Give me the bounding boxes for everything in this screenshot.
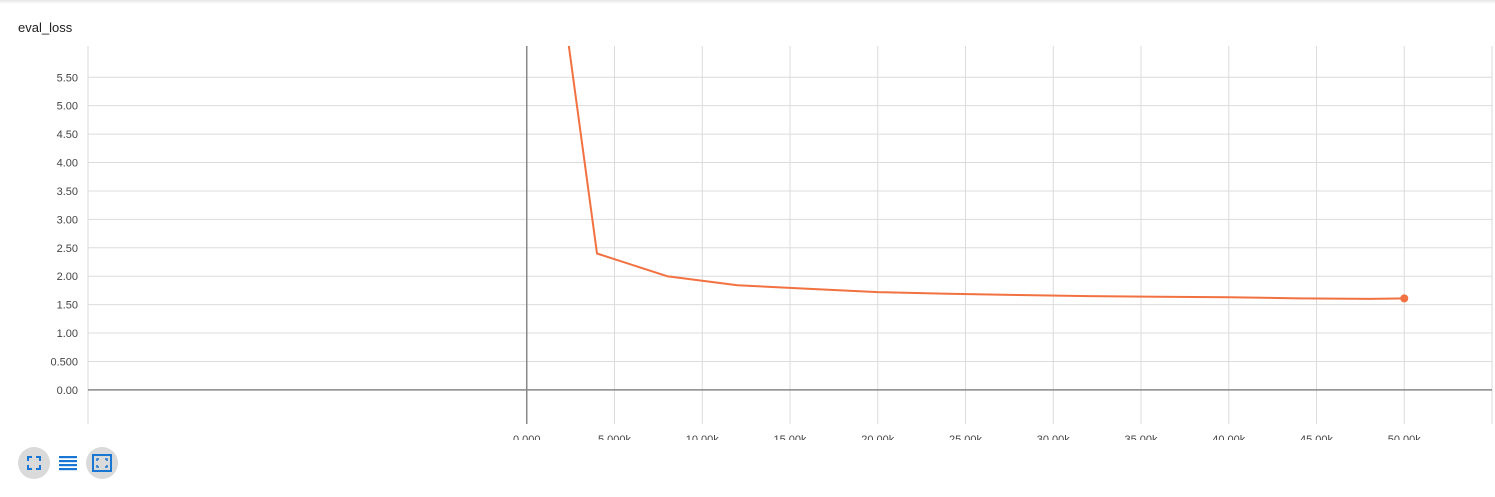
y-tick-label: 0.00 — [57, 385, 78, 397]
chart-toolbar — [18, 447, 118, 479]
tick-labels: 0.00 0.500 1.00 1.50 2.00 2.50 3.00 3.50 4.00 4.5… — [50, 72, 1421, 440]
card-top-edge — [0, 0, 1495, 4]
x-tick-label: 20.00k — [861, 434, 895, 440]
x-tick-label: 45.00k — [1300, 434, 1334, 440]
axes — [88, 46, 1492, 424]
x-tick-label: 0.000 — [513, 434, 541, 440]
x-tick-label: 30.00k — [1037, 434, 1071, 440]
x-tick-label: 5.000k — [598, 434, 632, 440]
fit-frame-icon — [92, 454, 112, 472]
y-tick-label: 5.00 — [57, 101, 78, 113]
series-line-eval_loss — [567, 46, 1405, 300]
y-tick-label: 0.500 — [50, 356, 78, 368]
x-tick-label: 35.00k — [1124, 434, 1158, 440]
series-layer — [567, 46, 1405, 300]
y-tick-label: 1.50 — [57, 300, 78, 312]
fit-to-data-button[interactable] — [86, 447, 118, 479]
y-tick-label: 4.50 — [57, 129, 78, 141]
y-tick-label: 3.50 — [57, 186, 78, 198]
last-point-marker[interactable] — [1400, 294, 1409, 303]
x-tick-label: 50.00k — [1388, 434, 1422, 440]
eval-loss-chart[interactable]: 0.00 0.500 1.00 1.50 2.00 2.50 3.00 3.50 4.00 4.5… — [0, 0, 1495, 440]
x-tick-label: 15.00k — [773, 434, 807, 440]
y-tick-label: 4.00 — [57, 158, 78, 170]
y-tick-label: 5.50 — [57, 72, 78, 84]
y-tick-label: 3.00 — [57, 214, 78, 226]
y-tick-label: 2.00 — [57, 271, 78, 283]
grid — [87, 46, 1493, 424]
x-tick-label: 10.00k — [686, 434, 720, 440]
y-tick-label: 2.50 — [57, 243, 78, 255]
y-tick-label: 1.00 — [57, 328, 78, 340]
expand-icon — [27, 456, 41, 470]
fit-domain-button[interactable] — [18, 447, 50, 479]
toggle-log-scale-button[interactable] — [52, 447, 84, 479]
x-tick-label: 25.00k — [949, 434, 983, 440]
chart-title: eval_loss — [18, 20, 73, 35]
x-tick-label: 40.00k — [1212, 434, 1246, 440]
marker-layer — [1400, 294, 1409, 303]
list-lines-icon — [59, 456, 77, 471]
